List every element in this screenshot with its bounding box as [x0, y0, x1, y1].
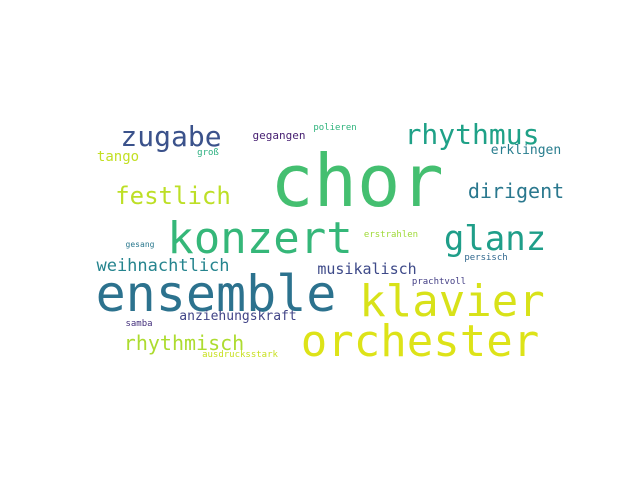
- word-gegangen: gegangen: [253, 129, 306, 142]
- word-weihnachtlich: weihnachtlich: [96, 256, 229, 276]
- word-klavier: klavier: [359, 276, 544, 327]
- word-glanz: glanz: [444, 219, 546, 259]
- word-gesang: gesang: [126, 240, 155, 249]
- word-erstrahlen: erstrahlen: [364, 230, 418, 240]
- word-prachtvoll: prachtvoll: [412, 277, 466, 287]
- word-rhythmus: rhythmus: [405, 118, 540, 151]
- word-chor: chor: [270, 139, 443, 223]
- word-musikalisch: musikalisch: [317, 260, 416, 278]
- word-persisch: persisch: [464, 253, 507, 263]
- word-ausdrucksstark: ausdrucksstark: [202, 350, 278, 360]
- word-gross: groß: [197, 148, 219, 158]
- word-orchester: orchester: [301, 316, 539, 367]
- word-dirigent: dirigent: [468, 179, 564, 203]
- word-konzert: konzert: [167, 213, 352, 264]
- word-samba: samba: [125, 319, 152, 329]
- word-rhythmisch: rhythmisch: [124, 331, 244, 355]
- word-polieren: polieren: [313, 123, 356, 133]
- word-erklingen: erklingen: [491, 143, 561, 158]
- word-festlich: festlich: [115, 182, 231, 210]
- word-anziehungskraft: anziehungskraft: [179, 309, 296, 324]
- word-tango: tango: [97, 149, 139, 165]
- word-zugabe: zugabe: [120, 120, 221, 153]
- word-ensemble: ensemble: [96, 265, 337, 323]
